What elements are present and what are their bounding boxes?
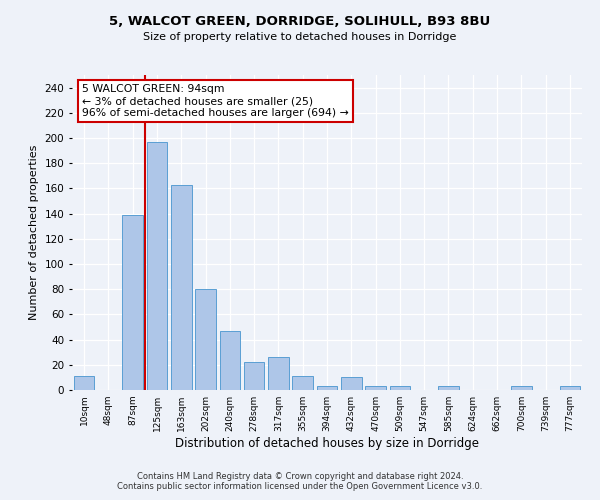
Text: Contains public sector information licensed under the Open Government Licence v3: Contains public sector information licen… [118,482,482,491]
Text: 5, WALCOT GREEN, DORRIDGE, SOLIHULL, B93 8BU: 5, WALCOT GREEN, DORRIDGE, SOLIHULL, B93… [109,15,491,28]
Bar [122,215,143,390]
Bar [511,386,532,390]
Bar [146,142,167,390]
Text: Contains HM Land Registry data © Crown copyright and database right 2024.: Contains HM Land Registry data © Crown c… [137,472,463,481]
X-axis label: Distribution of detached houses by size in Dorridge: Distribution of detached houses by size … [175,437,479,450]
Bar [560,386,580,390]
Bar [74,376,94,390]
Y-axis label: Number of detached properties: Number of detached properties [29,145,39,320]
Bar [292,376,313,390]
Bar [389,386,410,390]
Bar [365,386,386,390]
Bar [244,362,265,390]
Bar [220,331,240,390]
Bar [171,184,191,390]
Text: 5 WALCOT GREEN: 94sqm
← 3% of detached houses are smaller (25)
96% of semi-detac: 5 WALCOT GREEN: 94sqm ← 3% of detached h… [82,84,349,117]
Bar [195,289,216,390]
Bar [268,357,289,390]
Bar [341,378,362,390]
Bar [317,386,337,390]
Text: Size of property relative to detached houses in Dorridge: Size of property relative to detached ho… [143,32,457,42]
Bar [438,386,459,390]
